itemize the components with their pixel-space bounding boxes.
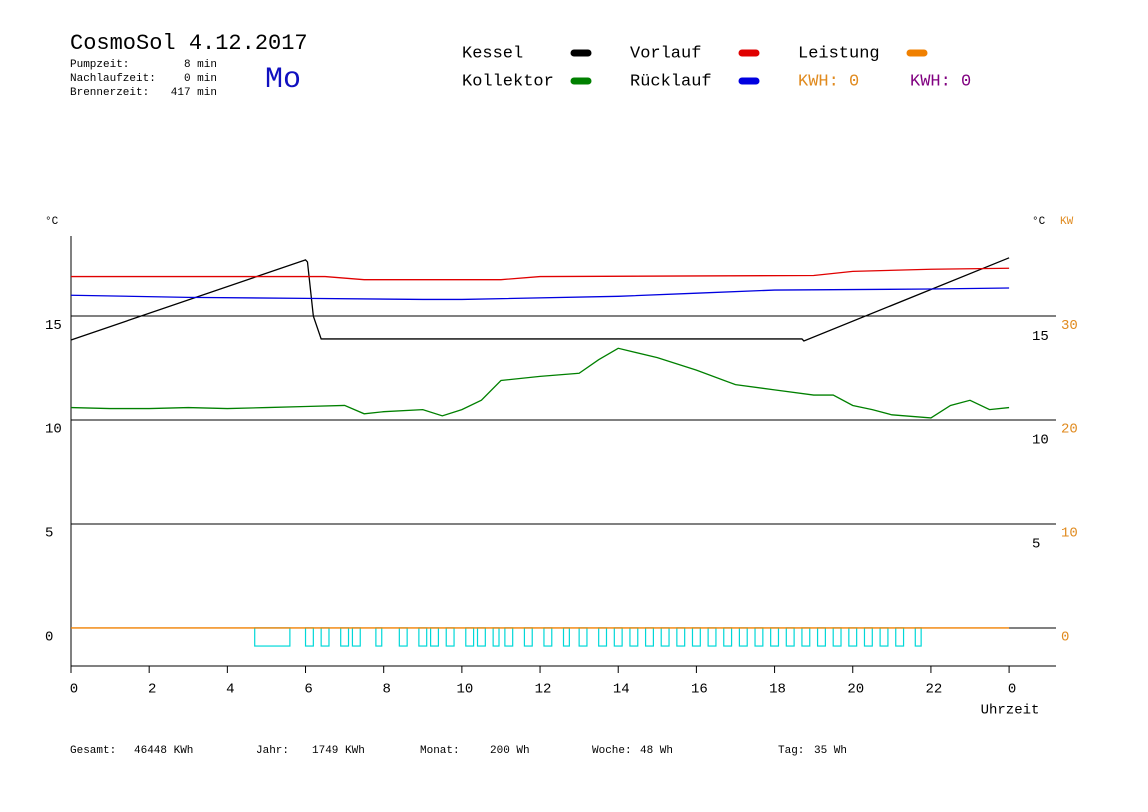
- footer-label: Gesamt:: [70, 745, 116, 757]
- pump-pulse: [375, 627, 383, 647]
- y-tick-label: 5: [45, 526, 53, 542]
- pump-pulse: [418, 627, 428, 647]
- pump-pulse: [707, 627, 717, 647]
- pump-pulse: [801, 627, 811, 647]
- footer-label: Jahr:: [256, 745, 289, 757]
- x-tick-label: 20: [847, 682, 864, 698]
- x-tick-label: 12: [535, 682, 552, 698]
- x-tick-label: 22: [926, 682, 943, 698]
- pump-pulse: [832, 627, 842, 647]
- pump-pulse: [445, 627, 455, 647]
- y-tick-label: 0: [45, 630, 53, 646]
- pump-pulse: [629, 627, 639, 647]
- series-line: [70, 257, 1010, 342]
- y2-tick-label: 0: [1061, 630, 1069, 646]
- x-tick-label: 14: [613, 682, 630, 698]
- weekday: Mo: [265, 63, 301, 97]
- x-tick-label: 2: [148, 682, 156, 698]
- title: CosmoSol 4.12.2017: [70, 31, 308, 56]
- x-tick-label: 0: [1008, 682, 1016, 698]
- footer-value: 1749 KWh: [312, 745, 365, 757]
- info-label: Pumpzeit:: [70, 59, 129, 71]
- info-value: 0 min: [184, 73, 217, 85]
- pump-pulse: [254, 627, 291, 647]
- footer-value: 35 Wh: [814, 745, 847, 757]
- pump-pulse: [676, 627, 686, 647]
- pump-pulse: [848, 627, 858, 647]
- pump-pulse: [691, 627, 701, 647]
- pump-pulse: [398, 627, 408, 647]
- y-right-tick-label: 5: [1032, 537, 1040, 553]
- info-label: Nachlaufzeit:: [70, 73, 156, 85]
- pump-pulse: [785, 627, 795, 647]
- footer-label: Monat:: [420, 745, 460, 757]
- pump-pulse: [351, 627, 361, 647]
- pump-pulse: [465, 627, 475, 647]
- legend-label: Leistung: [798, 44, 880, 63]
- pump-pulse: [723, 627, 733, 647]
- pump-pulse: [613, 627, 623, 647]
- y-right-tick-label: 15: [1032, 329, 1049, 345]
- legend-label: Kessel: [462, 44, 523, 63]
- series-line: [70, 287, 1010, 301]
- y-tick-label: 15: [45, 318, 62, 334]
- y2-axis-label: KW: [1060, 216, 1074, 228]
- pump-pulse: [430, 627, 440, 647]
- y-axis-label: °C: [45, 216, 59, 228]
- pump-pulse: [320, 627, 330, 647]
- pump-pulse: [578, 627, 588, 647]
- x-tick-label: 10: [456, 682, 473, 698]
- y-right-tick-label: 10: [1032, 433, 1049, 449]
- legend-label: Vorlauf: [630, 44, 701, 63]
- pump-pulse: [598, 627, 608, 647]
- pump-pulse: [340, 627, 350, 647]
- y2-tick-label: 10: [1061, 526, 1078, 542]
- pump-pulse: [304, 627, 314, 647]
- footer-value: 46448 KWh: [134, 745, 193, 757]
- x-axis-label: Uhrzeit: [981, 703, 1040, 719]
- pump-pulse: [770, 627, 780, 647]
- footer-value: 200 Wh: [490, 745, 530, 757]
- pump-pulse: [504, 627, 514, 647]
- y-tick-label: 10: [45, 422, 62, 438]
- kwh-label: KWH: 0: [798, 72, 859, 91]
- pump-pulse: [543, 627, 553, 647]
- pump-pulse: [754, 627, 764, 647]
- footer-label: Woche:: [592, 745, 632, 757]
- pump-pulse: [476, 627, 486, 647]
- info-label: Brennerzeit:: [70, 87, 149, 99]
- pump-pulse: [492, 627, 500, 647]
- info-value: 417 min: [171, 87, 217, 99]
- pump-pulse: [816, 627, 826, 647]
- legend-label: Kollektor: [462, 72, 554, 91]
- series-line: [71, 267, 1010, 281]
- x-tick-label: 8: [382, 682, 390, 698]
- pump-pulse: [523, 627, 533, 647]
- pump-pulse: [879, 627, 889, 647]
- pump-pulse: [895, 627, 905, 647]
- footer-label: Tag:: [778, 745, 804, 757]
- info-value: 8 min: [184, 59, 217, 71]
- x-tick-label: 4: [226, 682, 234, 698]
- kwh-label: KWH: 0: [910, 72, 971, 91]
- y-right-axis-label: °C: [1032, 216, 1046, 228]
- y2-tick-label: 30: [1061, 318, 1078, 334]
- pump-pulse: [914, 627, 922, 647]
- pump-pulse: [562, 627, 570, 647]
- x-tick-label: 0: [70, 682, 78, 698]
- y2-tick-label: 20: [1061, 422, 1078, 438]
- legend-label: Rücklauf: [630, 72, 712, 91]
- pump-pulse: [660, 627, 670, 647]
- pump-pulse: [738, 627, 748, 647]
- footer-value: 48 Wh: [640, 745, 673, 757]
- pump-pulse: [863, 627, 873, 647]
- pump-pulse: [644, 627, 655, 647]
- series-line: [70, 347, 1010, 419]
- x-tick-label: 6: [304, 682, 312, 698]
- x-tick-label: 18: [769, 682, 786, 698]
- x-tick-label: 16: [691, 682, 708, 698]
